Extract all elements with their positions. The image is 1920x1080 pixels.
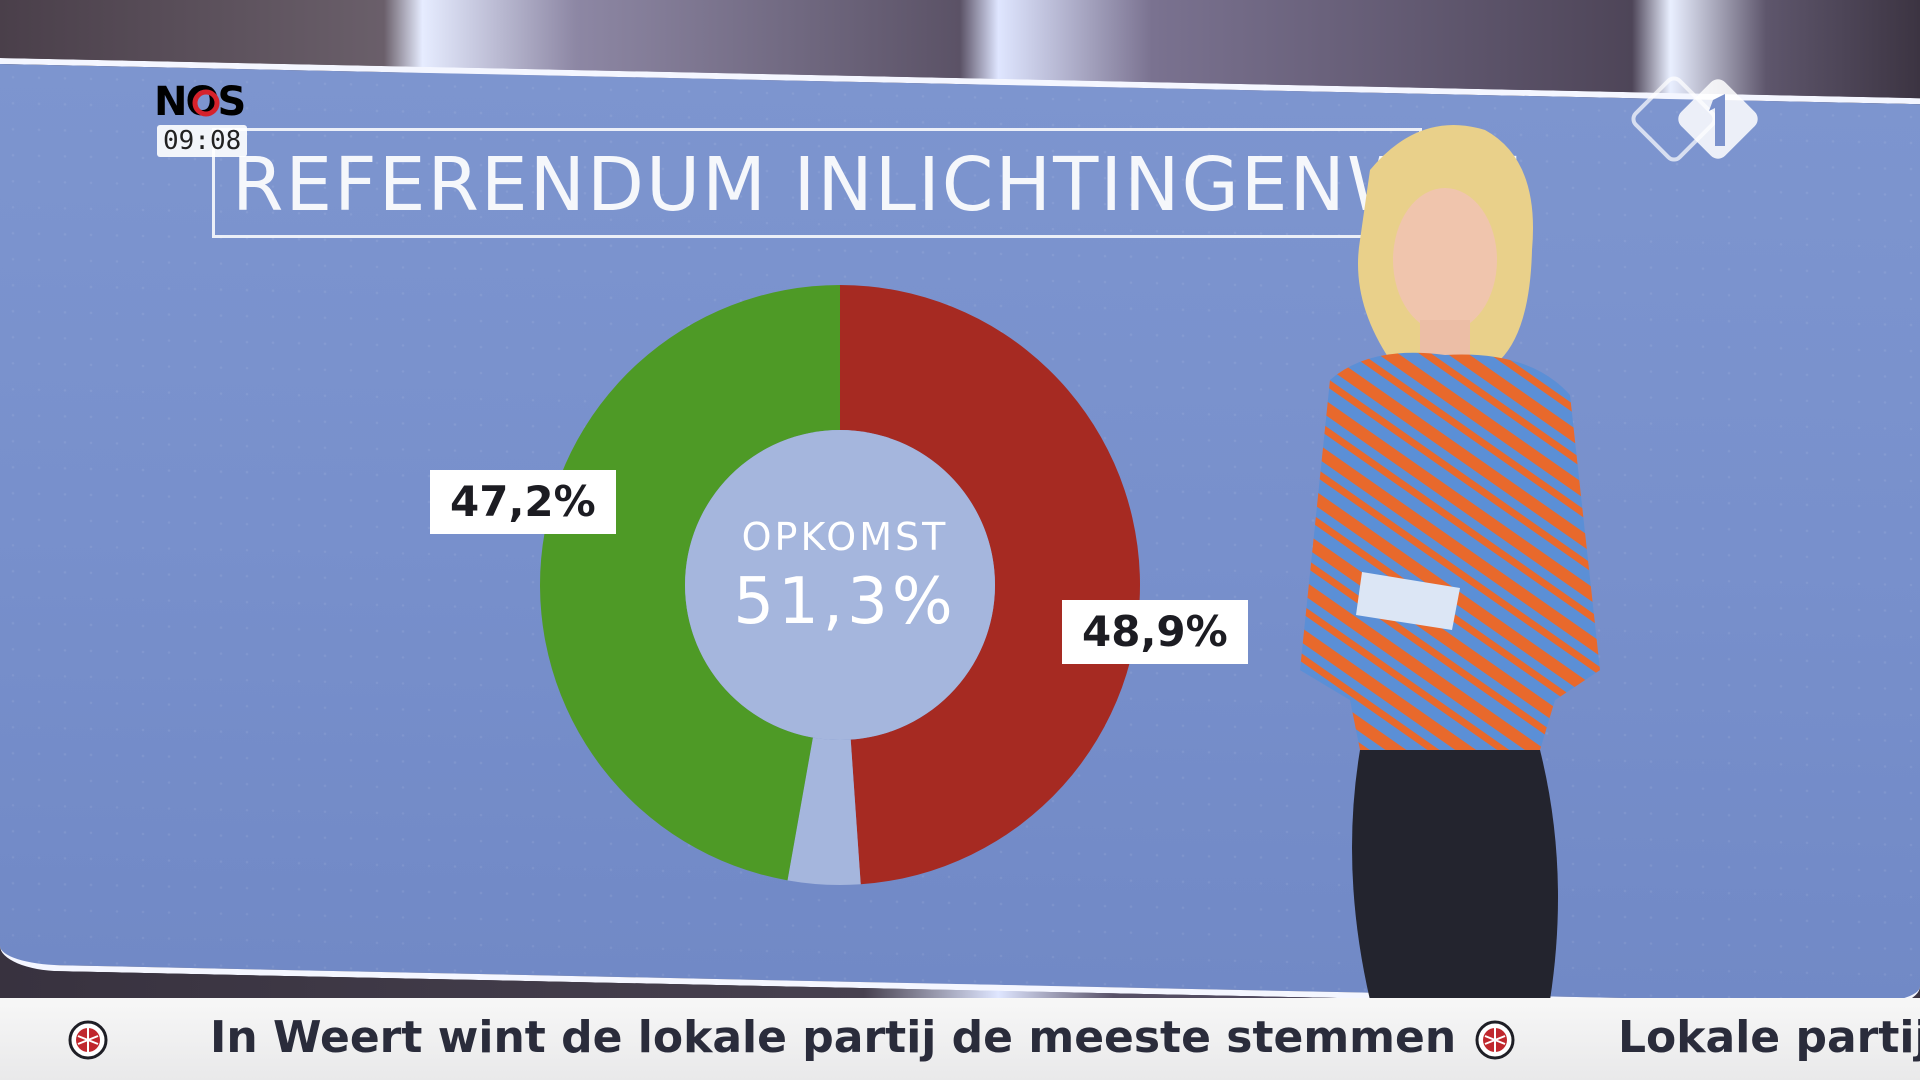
clock: 09:08 xyxy=(157,125,248,157)
chart-title: REFERENDUM INLICHTINGENWET xyxy=(232,142,1519,228)
globe-bullet-icon xyxy=(1475,1020,1515,1060)
donut-center xyxy=(685,430,995,740)
donut-slice-right xyxy=(840,285,1140,885)
svg-text:NOS: NOS xyxy=(154,82,244,122)
ticker-item: In Weert wint de lokale partij de meeste… xyxy=(210,1012,1457,1063)
donut-slice-bottom xyxy=(787,737,861,885)
npo1-logo-icon xyxy=(1631,76,1758,162)
donut-slice-left xyxy=(539,285,840,881)
nos-logo: NOS xyxy=(154,79,254,125)
globe-bullet-icon xyxy=(68,1020,108,1060)
slice-label-yes: 47,2% xyxy=(430,470,616,534)
presenter xyxy=(1300,125,1600,1000)
news-ticker: In Weert wint de lokale partij de meeste… xyxy=(0,998,1920,1080)
ticker-item: Lokale partij xyxy=(1618,1012,1920,1063)
donut-chart xyxy=(539,285,1140,885)
center-caption: OPKOMST xyxy=(741,515,949,559)
slice-label-no: 48,9% xyxy=(1062,600,1248,664)
center-value: 51,3% xyxy=(733,565,957,639)
